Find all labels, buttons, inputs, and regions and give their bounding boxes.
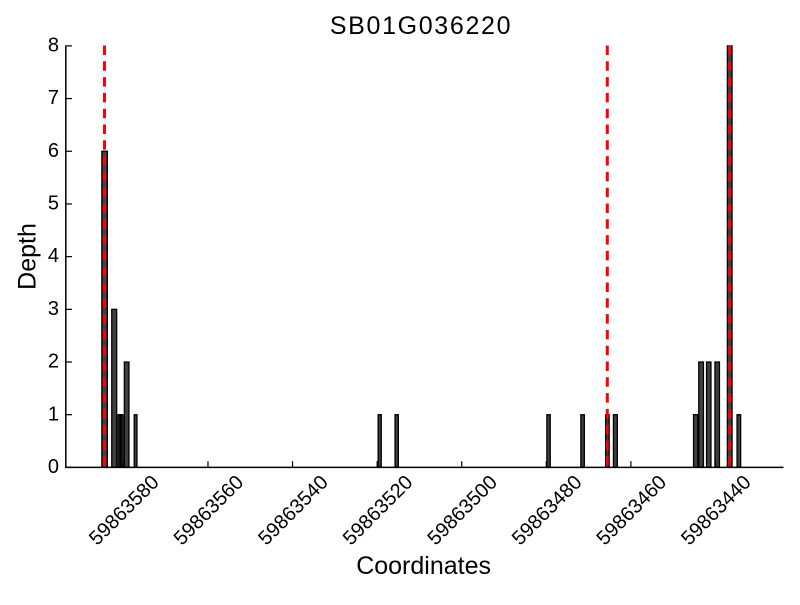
svg-text:5: 5 [48, 193, 59, 215]
svg-text:3: 3 [48, 298, 59, 320]
svg-text:Coordinates: Coordinates [356, 552, 491, 580]
svg-text:0: 0 [48, 456, 59, 478]
svg-text:2: 2 [48, 351, 59, 373]
svg-text:Depth: Depth [14, 223, 42, 290]
svg-text:1: 1 [48, 403, 59, 425]
svg-text:SB01G036220: SB01G036220 [330, 12, 512, 40]
svg-text:4: 4 [48, 245, 59, 267]
svg-text:7: 7 [48, 87, 59, 109]
svg-text:6: 6 [48, 140, 59, 162]
svg-text:8: 8 [48, 34, 59, 56]
